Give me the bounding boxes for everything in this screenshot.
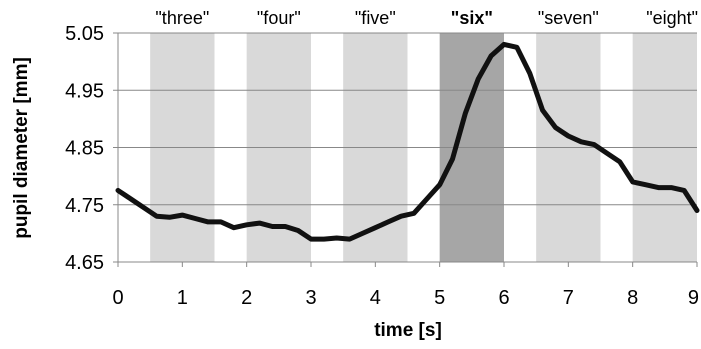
x-tick-label-8: 8: [627, 287, 638, 309]
segment-label-3: "six": [451, 8, 493, 28]
axes: [113, 32, 698, 267]
x-tick-label-0: 0: [112, 287, 123, 309]
y-axis-label: pupil diameter [mm]: [11, 57, 32, 239]
x-tick-label-3: 3: [305, 287, 316, 309]
x-tick-labels: 0 1 2 3 4 5 6 7 8 9: [112, 287, 699, 309]
x-tick-label-7: 7: [563, 287, 574, 309]
segment-label-4: "seven": [538, 8, 599, 28]
segment-labels: "three" "four" "five" "six" "seven" "eight": [155, 8, 698, 28]
segment-label-5: "eight": [646, 8, 698, 28]
y-tick-label-0: 4.65: [65, 252, 104, 274]
x-tick-label-1: 1: [177, 287, 188, 309]
y-tick-label-2: 4.85: [65, 138, 104, 160]
segment-label-2: "five": [355, 8, 396, 28]
x-tick-label-9: 9: [688, 287, 699, 309]
y-tick-labels: 4.65 4.75 4.85 4.95 5.05: [65, 23, 104, 274]
series-line-0: [115, 41, 700, 242]
y-tick-label-3: 4.95: [65, 80, 104, 102]
x-tick-label-5: 5: [434, 287, 445, 309]
y-tick-label-4: 5.05: [65, 23, 104, 45]
x-tick-label-6: 6: [498, 287, 509, 309]
x-tick-label-2: 2: [241, 287, 252, 309]
segment-label-1: "four": [257, 8, 301, 28]
segment-label-0: "three": [155, 8, 209, 28]
x-axis-label: time [s]: [374, 320, 442, 341]
y-tick-label-1: 4.75: [65, 195, 104, 217]
x-tick-label-4: 4: [370, 287, 381, 309]
data-series: [115, 41, 700, 242]
